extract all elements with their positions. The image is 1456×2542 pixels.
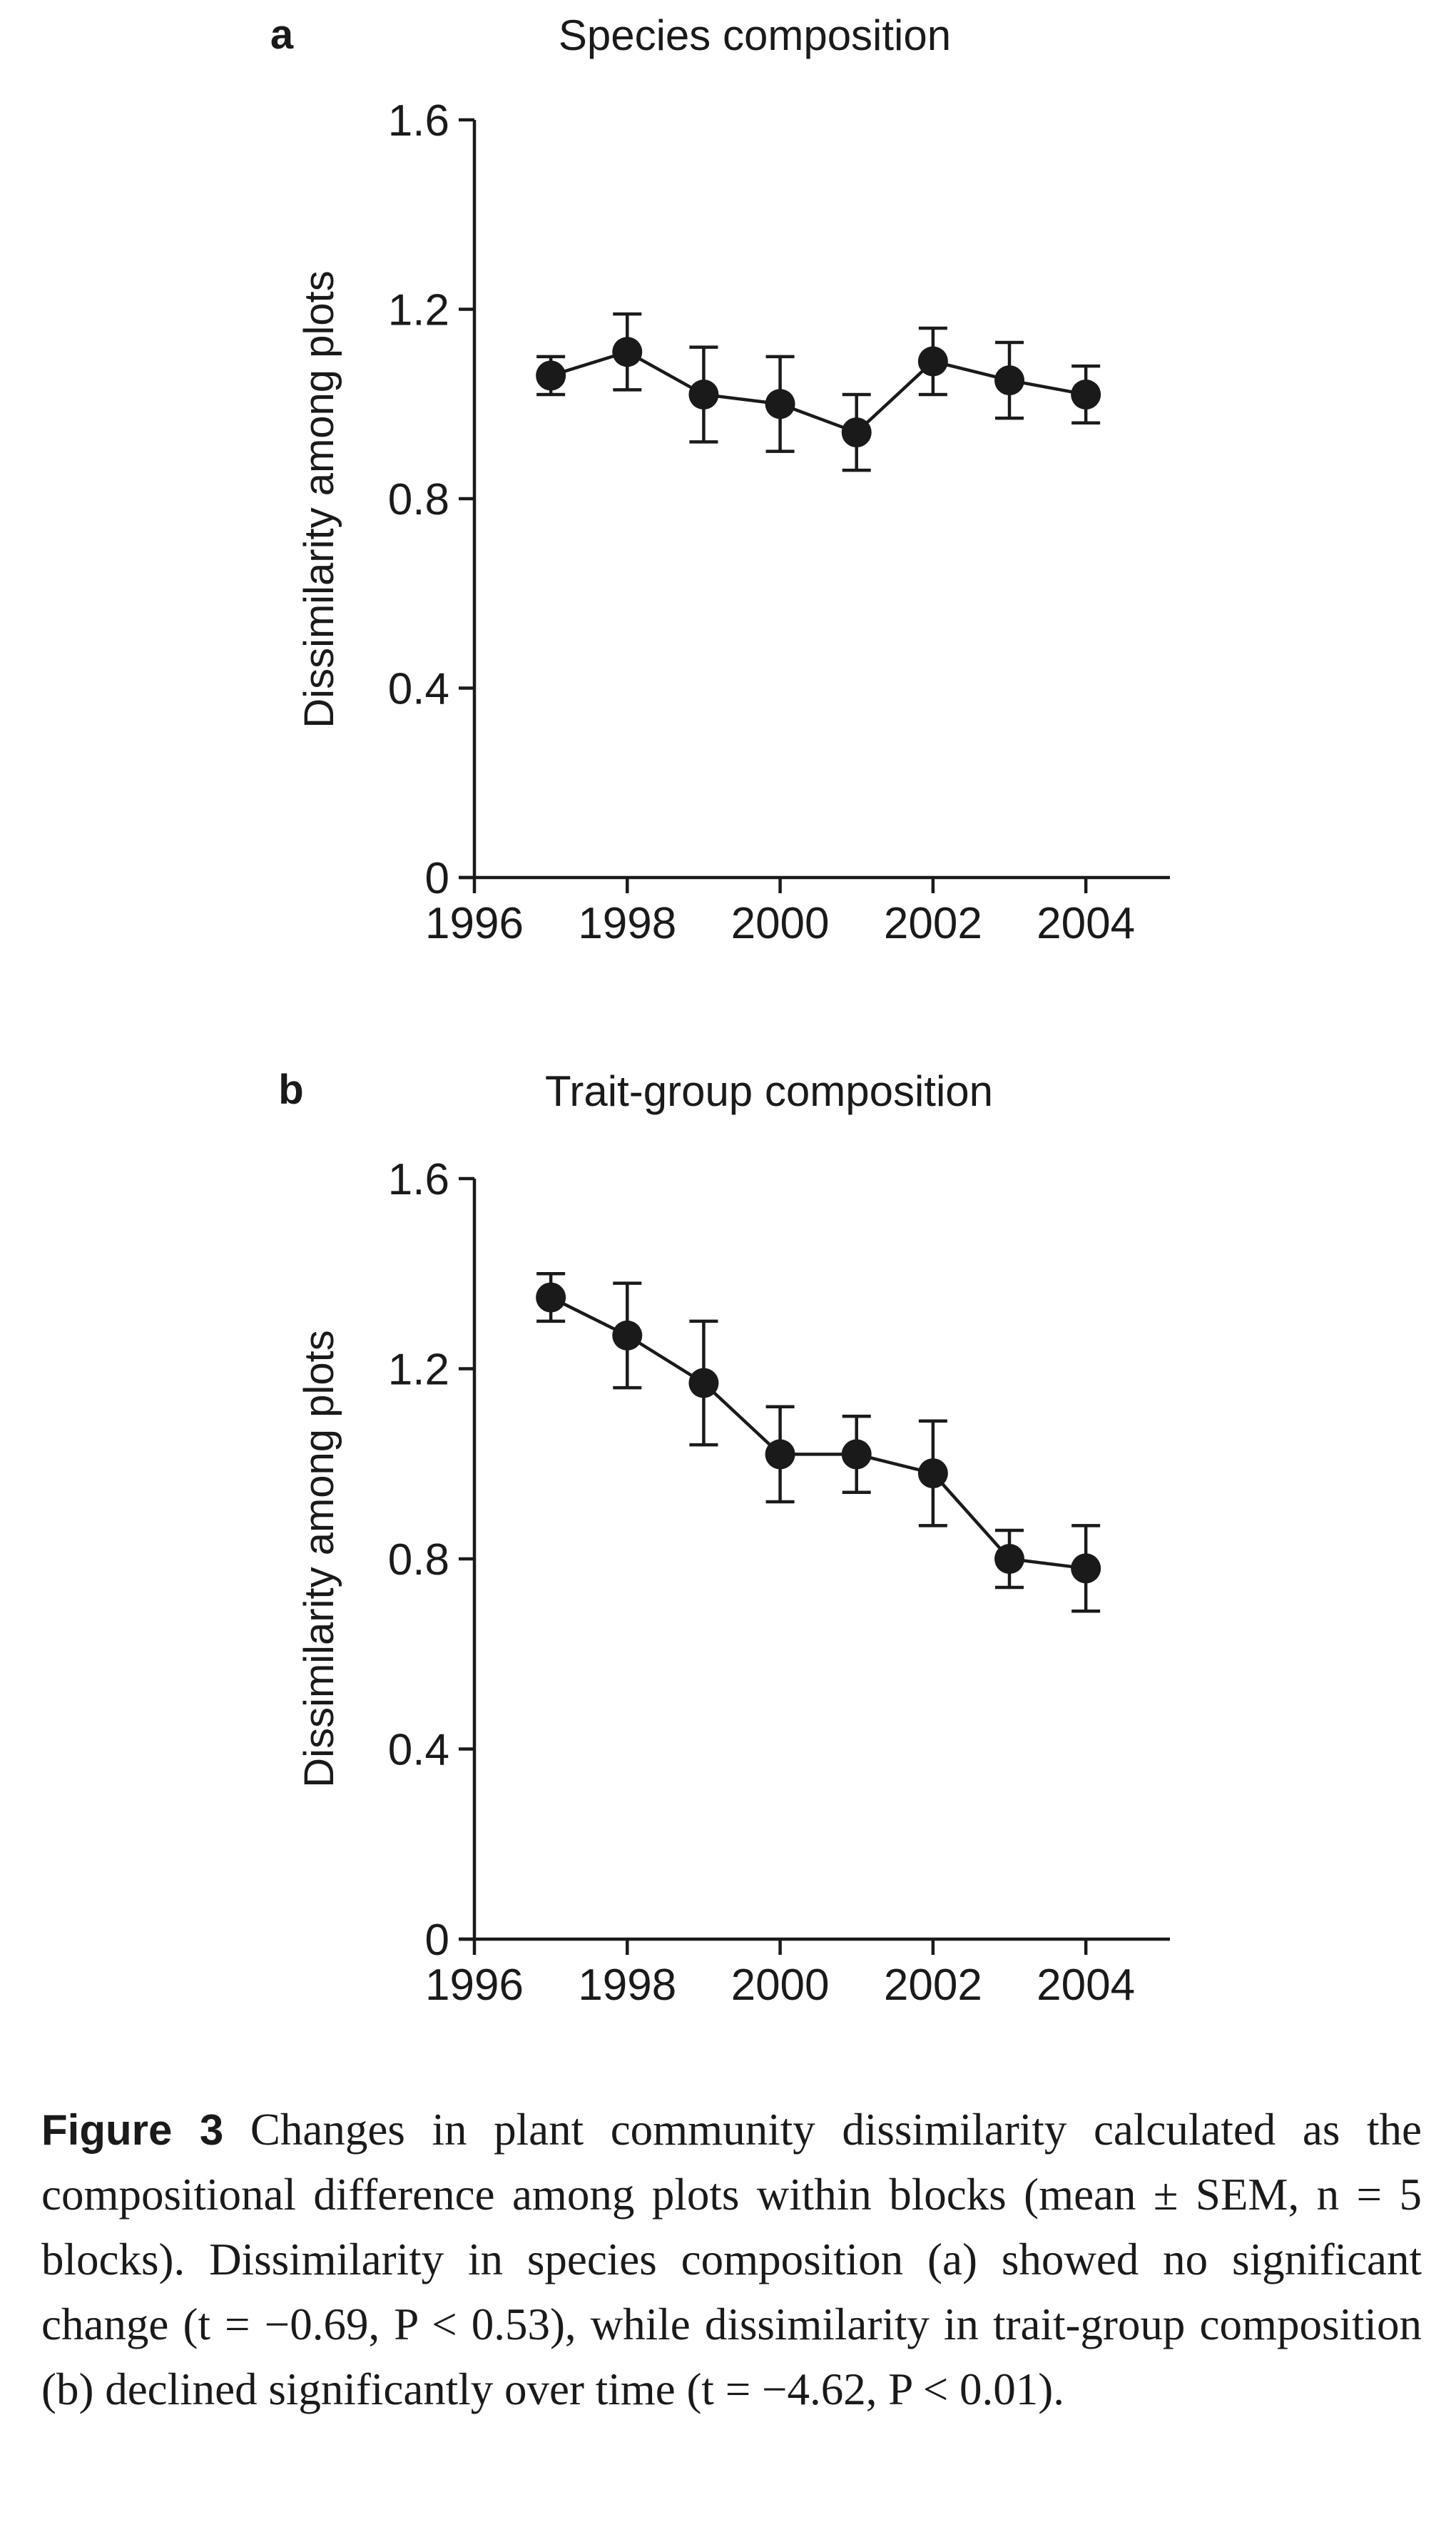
panel-b-x-tick-label: 2004 — [1037, 1961, 1135, 2010]
panel-a-x-tick-label: 2004 — [1037, 899, 1135, 948]
panel-a-data-point — [536, 360, 566, 391]
panel-a-x-tick-label: 2000 — [731, 899, 830, 948]
panel-b-letter: b — [278, 1067, 303, 1113]
panel-a-y-tick-label: 0.8 — [388, 475, 449, 524]
panel-a-x-tick-label: 2002 — [884, 899, 982, 948]
panel-a: a Species composition Dissimilarity amon… — [270, 11, 1170, 948]
panel-b-y-tick-label: 0.8 — [388, 1535, 449, 1585]
panel-b-data-point — [917, 1458, 948, 1489]
panel-b-y-tick-label: 0.4 — [388, 1726, 449, 1775]
panel-b-y-tick-label: 1.6 — [388, 1155, 449, 1204]
panel-b: b Trait-group composition Dissimilarity … — [278, 1067, 1170, 2010]
panel-a-y-tick-label: 1.6 — [388, 96, 449, 146]
panel-a-data-point — [841, 417, 872, 448]
panel-b-data-point — [841, 1439, 872, 1470]
panel-b-axes — [459, 1179, 1170, 1941]
panel-b-x-tick-label: 2000 — [731, 1961, 830, 2010]
panel-b-data-point — [1071, 1553, 1101, 1584]
panel-a-data-point — [1071, 379, 1101, 410]
figure-3-charts: a Species composition Dissimilarity amon… — [270, 11, 1170, 2010]
figure-caption: Figure 3 Changes in plant community diss… — [41, 2098, 1422, 2422]
panel-a-y-tick-label: 1.2 — [388, 286, 449, 335]
panel-a-data-point — [688, 379, 719, 410]
panel-b-x-tick-label: 1998 — [578, 1961, 676, 2010]
panel-a-data-point — [994, 365, 1024, 396]
panel-b-ticks: 0 0.4 0.8 1.2 1.6 1996 1998 2000 2002 2004 — [388, 1155, 1135, 2010]
panel-a-y-tick-label: 0.4 — [388, 665, 449, 714]
panel-b-title: Trait-group composition — [545, 1067, 993, 1115]
panel-a-x-tick-label: 1998 — [578, 899, 676, 948]
panel-b-y-axis-label: Dissimilarity among plots — [296, 1330, 342, 1787]
panel-b-y-tick-label: 1.2 — [388, 1346, 449, 1395]
panel-b-data-point — [536, 1282, 566, 1313]
panel-a-y-axis-label: Dissimilarity among plots — [296, 270, 342, 728]
panel-a-title: Species composition — [559, 11, 951, 59]
panel-a-data-point — [612, 337, 643, 367]
panel-a-y-tick-label: 0 — [425, 854, 449, 903]
panel-a-axes — [459, 120, 1170, 880]
panel-b-series-line — [550, 1296, 1086, 1570]
panel-a-data-point — [765, 389, 795, 420]
panel-b-y-tick-label: 0 — [425, 1916, 449, 1965]
panel-a-x-tick-label: 1996 — [425, 899, 524, 948]
panel-b-x-tick-label: 2002 — [884, 1961, 982, 2010]
figure-caption-label: Figure 3 — [41, 2106, 224, 2154]
panel-b-x-tick-label: 1996 — [425, 1961, 524, 2010]
panel-a-ticks: 0 0.4 0.8 1.2 1.6 1996 1998 2000 2002 2004 — [388, 96, 1135, 948]
figure-caption-text: Changes in plant community dissimilarity… — [41, 2105, 1422, 2414]
panel-a-marks — [536, 312, 1101, 472]
panel-a-data-point — [917, 346, 948, 377]
panel-a-letter: a — [270, 11, 294, 58]
panel-b-data-point — [765, 1439, 795, 1470]
panel-b-marks — [536, 1272, 1101, 1613]
panel-b-data-point — [688, 1368, 719, 1398]
panel-b-data-point — [994, 1544, 1024, 1574]
panel-b-data-point — [612, 1320, 643, 1351]
